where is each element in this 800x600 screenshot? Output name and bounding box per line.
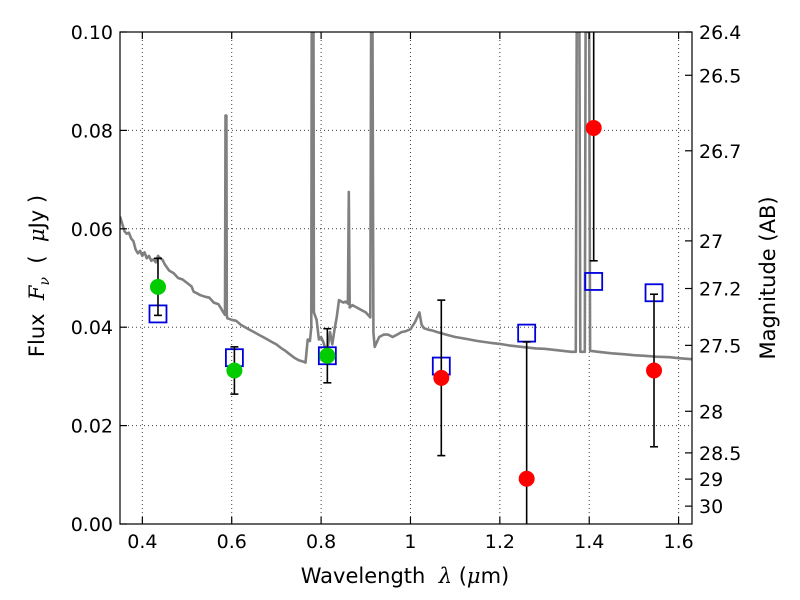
x-tick-label: 1 [404, 531, 416, 553]
y-tick-label: 0.10 [71, 22, 113, 44]
flux-point-marker [319, 347, 336, 364]
flux-point-marker [433, 369, 450, 386]
y2-tick-label: 28 [699, 401, 723, 423]
grid [120, 31, 692, 525]
x-tick-label: 1.4 [574, 531, 604, 553]
axes: 0.4 0.6 0.8 1 1.2 1.4 1.6 0.00 0.02 0.04 0.06 0.08 0… [71, 22, 742, 553]
x-tick-label: 1.6 [663, 531, 693, 553]
y2-tick-label: 27.5 [699, 335, 741, 357]
x-tick-label: 1.2 [485, 531, 515, 553]
x-tick-label: 0.6 [217, 531, 247, 553]
sed-line [120, 32, 692, 364]
y-axis-label: Flux Fν ( μJy ) [25, 195, 53, 357]
x-tick-label: 0.8 [306, 531, 336, 553]
y2-tick-label: 26.4 [699, 22, 741, 44]
y2-tick-label: 26.7 [699, 141, 741, 163]
flux-point-marker [585, 119, 602, 136]
y-tick-label: 0.06 [71, 219, 113, 241]
y2-axis-label: Magnitude (AB) [756, 196, 780, 359]
y2-tick-label: 26.5 [699, 65, 741, 87]
y-tick-label: 0.08 [71, 120, 113, 142]
y2-tick-label: 29 [699, 469, 723, 491]
y2-tick-label: 27.2 [699, 279, 741, 301]
y-tick-label: 0.00 [71, 514, 113, 536]
model-square-marker [584, 272, 604, 291]
x-tick-label: 0.4 [127, 531, 157, 553]
flux-point-marker [518, 470, 535, 487]
flux-point-marker [226, 362, 243, 379]
y-tick-label: 0.02 [71, 416, 113, 438]
y2-tick-label: 28.5 [699, 443, 741, 465]
x-axis-label: Wavelength λ (μm) [301, 564, 509, 588]
plot-frame [119, 31, 693, 525]
y2-tick-label: 27 [699, 231, 723, 253]
plot-area [120, 32, 692, 524]
y2-tick-label: 30 [699, 496, 723, 518]
flux-point-marker [149, 278, 166, 295]
y-tick-label: 0.04 [71, 317, 113, 339]
flux-point-marker [646, 362, 663, 379]
